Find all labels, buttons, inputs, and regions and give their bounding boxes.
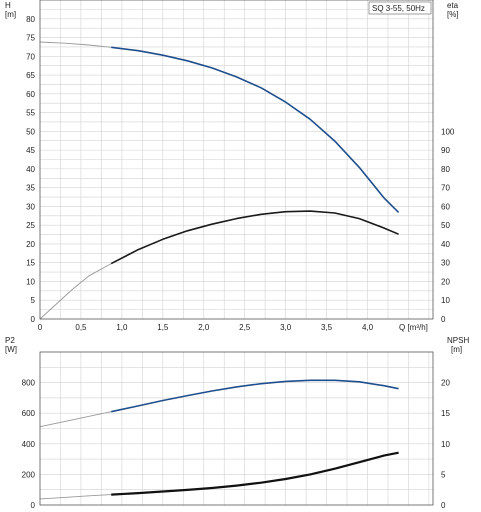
right-tick-label: 90 bbox=[441, 146, 450, 155]
right-tick-label: 20 bbox=[441, 379, 450, 388]
npsh-axis-label: NPSH bbox=[447, 336, 469, 345]
left-tick-label: 35 bbox=[26, 184, 35, 193]
bottom-series-0-extrapolated-line bbox=[39, 411, 112, 428]
x-tick-label: 2,0 bbox=[198, 323, 210, 332]
left-tick-label: 70 bbox=[26, 52, 35, 61]
bottom-grid bbox=[40, 352, 433, 505]
bottom-series-1-extrapolated-line bbox=[39, 494, 112, 500]
left-tick-label: 50 bbox=[26, 127, 35, 136]
chart-title: SQ 3-55, 50Hz bbox=[372, 4, 425, 13]
bottom-right-ticks: 0 5 10 15 20 bbox=[441, 379, 450, 510]
top-series-1-line bbox=[110, 210, 399, 265]
top-plot-frame bbox=[39, 0, 434, 320]
top-x-ticks: 0 0,5 1,0 1,5 2,0 2,5 3,0 3,5 4,0 bbox=[38, 323, 374, 332]
x-tick-label: 2,5 bbox=[239, 323, 251, 332]
left-tick-label: 10 bbox=[26, 277, 35, 286]
right-tick-label: 20 bbox=[441, 277, 450, 286]
left-tick-label: 80 bbox=[26, 15, 35, 24]
left-tick-label: 65 bbox=[26, 71, 35, 80]
right-tick-label: 50 bbox=[441, 221, 450, 230]
right-tick-label: 0 bbox=[441, 315, 446, 324]
power-axis-unit: [W] bbox=[5, 345, 17, 354]
left-tick-label: 5 bbox=[31, 296, 36, 305]
left-tick-label: 0 bbox=[31, 501, 36, 510]
power-axis-label: P2 bbox=[5, 336, 15, 345]
left-tick-label: 800 bbox=[22, 379, 36, 388]
bottom-plot-frame bbox=[39, 351, 434, 506]
flow-axis-label: Q [m³/h] bbox=[399, 323, 428, 332]
efficiency-axis-label: eta bbox=[447, 1, 459, 10]
x-tick-label: 1,0 bbox=[116, 323, 128, 332]
x-tick-label: 3,0 bbox=[280, 323, 292, 332]
left-tick-label: 30 bbox=[26, 202, 35, 211]
power-npsh-chart: 0 200 400 600 800 0 5 10 15 20 P2 [W] NPSH [m] bbox=[5, 336, 469, 510]
bottom-series-1-line bbox=[111, 451, 399, 496]
left-tick-label: 55 bbox=[26, 109, 35, 118]
right-tick-label: 0 bbox=[441, 501, 446, 510]
left-tick-label: 40 bbox=[26, 165, 35, 174]
left-tick-label: 75 bbox=[26, 34, 35, 43]
left-tick-label: 200 bbox=[22, 470, 36, 479]
top-curves bbox=[39, 41, 400, 320]
left-tick-label: 60 bbox=[26, 90, 35, 99]
right-tick-label: 100 bbox=[441, 127, 455, 136]
head-axis-label: H bbox=[5, 1, 11, 10]
left-tick-label: 25 bbox=[26, 221, 35, 230]
bottom-curves bbox=[39, 379, 399, 500]
top-grid bbox=[40, 0, 433, 319]
right-tick-label: 5 bbox=[441, 470, 446, 479]
x-tick-label: 4,0 bbox=[362, 323, 374, 332]
left-tick-label: 15 bbox=[26, 259, 35, 268]
right-tick-label: 15 bbox=[441, 409, 450, 418]
left-tick-label: 45 bbox=[26, 146, 35, 155]
right-tick-label: 10 bbox=[441, 440, 450, 449]
x-tick-label: 3,5 bbox=[321, 323, 333, 332]
left-tick-label: 20 bbox=[26, 240, 35, 249]
title-box bbox=[368, 1, 432, 15]
x-tick-label: 0 bbox=[38, 323, 43, 332]
top-series-0-extrapolated-line bbox=[39, 41, 112, 48]
top-right-ticks: 0 10 20 30 40 50 60 70 80 90 100 bbox=[441, 127, 455, 324]
head-efficiency-chart: 0 5 10 15 20 25 30 35 40 45 50 55 60 65 70 75 80 0 10 20 30… bbox=[5, 0, 459, 332]
right-tick-label: 10 bbox=[441, 296, 450, 305]
x-tick-label: 1,5 bbox=[157, 323, 169, 332]
left-tick-label: 0 bbox=[31, 315, 36, 324]
right-tick-label: 70 bbox=[441, 184, 450, 193]
efficiency-axis-unit: [%] bbox=[447, 10, 459, 19]
top-series-1-extrapolated-line bbox=[39, 263, 112, 320]
right-tick-label: 80 bbox=[441, 165, 450, 174]
left-tick-label: 600 bbox=[22, 409, 36, 418]
bottom-left-ticks: 0 200 400 600 800 bbox=[22, 379, 36, 510]
left-tick-label: 400 bbox=[22, 440, 36, 449]
head-axis-unit: [m] bbox=[5, 10, 16, 19]
bottom-series-0-line bbox=[111, 379, 399, 413]
right-tick-label: 30 bbox=[441, 259, 450, 268]
top-left-ticks: 0 5 10 15 20 25 30 35 40 45 50 55 60 65 70 75 80 bbox=[26, 15, 35, 324]
npsh-axis-unit: [m] bbox=[451, 345, 462, 354]
top-series-0-line bbox=[111, 46, 400, 213]
right-tick-label: 60 bbox=[441, 202, 450, 211]
right-tick-label: 40 bbox=[441, 240, 450, 249]
x-tick-label: 0,5 bbox=[75, 323, 87, 332]
